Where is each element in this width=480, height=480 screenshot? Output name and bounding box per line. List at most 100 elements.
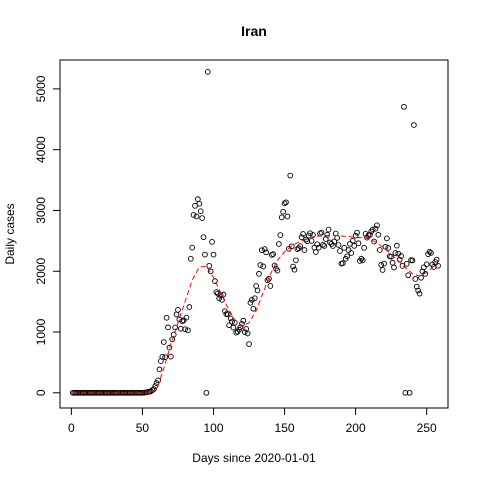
point — [349, 237, 356, 244]
point — [240, 317, 247, 324]
point — [351, 243, 358, 249]
point — [314, 241, 321, 248]
point — [411, 122, 417, 128]
point — [331, 238, 338, 245]
point — [150, 386, 157, 393]
point — [241, 329, 248, 335]
point — [281, 200, 288, 207]
x-tick-label: 100 — [203, 421, 223, 435]
point — [366, 232, 373, 238]
point — [226, 322, 232, 329]
point — [250, 305, 257, 312]
point — [379, 267, 386, 273]
point — [175, 306, 181, 313]
point — [197, 208, 204, 215]
point — [280, 208, 286, 215]
point — [267, 283, 274, 289]
point — [428, 250, 434, 256]
point — [233, 329, 240, 336]
point — [193, 213, 200, 220]
point — [261, 246, 268, 252]
point — [257, 262, 264, 268]
point — [291, 266, 298, 273]
point — [385, 244, 392, 251]
point — [274, 267, 281, 274]
point — [361, 244, 367, 251]
point — [320, 242, 326, 248]
x-tick-label: 250 — [417, 421, 437, 435]
point — [422, 271, 429, 277]
point — [213, 289, 220, 295]
point — [423, 261, 430, 268]
point — [391, 264, 397, 271]
y-tick-label: 2000 — [34, 258, 48, 285]
point — [293, 257, 299, 264]
plot-box — [59, 59, 449, 409]
point — [403, 260, 410, 267]
point — [369, 226, 376, 233]
point — [210, 251, 217, 258]
point — [341, 244, 348, 251]
smooth-line — [72, 234, 439, 394]
point — [335, 242, 342, 248]
point — [359, 257, 366, 264]
point — [345, 247, 352, 253]
point — [405, 272, 412, 279]
y-tick-label: 3000 — [34, 197, 48, 224]
x-tick-label: 0 — [68, 421, 75, 435]
point — [216, 295, 223, 302]
point — [162, 354, 169, 361]
x-tick-label: 200 — [346, 421, 366, 435]
point — [418, 274, 424, 281]
point — [354, 229, 360, 236]
point — [378, 262, 385, 268]
point — [392, 250, 399, 256]
point — [244, 330, 251, 337]
point — [308, 237, 315, 244]
point — [182, 326, 188, 333]
point — [160, 339, 167, 345]
point — [298, 234, 305, 241]
point — [393, 242, 400, 249]
point — [264, 277, 271, 284]
point — [426, 248, 433, 255]
point — [196, 200, 203, 207]
point — [227, 315, 234, 322]
point — [284, 213, 291, 220]
point — [247, 299, 254, 306]
point — [283, 199, 289, 206]
y-tick-label: 4000 — [34, 136, 48, 163]
point — [156, 366, 163, 373]
point — [266, 275, 272, 282]
point — [416, 290, 423, 297]
point — [435, 262, 441, 269]
point — [402, 389, 409, 396]
point — [207, 268, 214, 275]
point — [220, 291, 227, 298]
point — [277, 232, 284, 238]
point — [263, 249, 269, 256]
point — [260, 263, 267, 270]
point — [159, 354, 166, 360]
point — [315, 244, 322, 251]
point — [381, 260, 387, 267]
point — [204, 69, 211, 75]
point — [372, 225, 379, 232]
point — [312, 249, 319, 255]
point — [183, 314, 190, 321]
point — [249, 297, 255, 303]
point — [270, 251, 277, 257]
point — [420, 264, 427, 271]
point — [187, 255, 194, 262]
y-tick-label: 5000 — [34, 75, 48, 102]
point — [214, 290, 221, 297]
point — [355, 240, 362, 247]
point — [375, 231, 382, 238]
point — [155, 377, 161, 384]
point — [278, 214, 285, 221]
point — [409, 257, 416, 264]
point — [246, 341, 252, 347]
point — [297, 243, 304, 250]
point — [344, 253, 350, 260]
